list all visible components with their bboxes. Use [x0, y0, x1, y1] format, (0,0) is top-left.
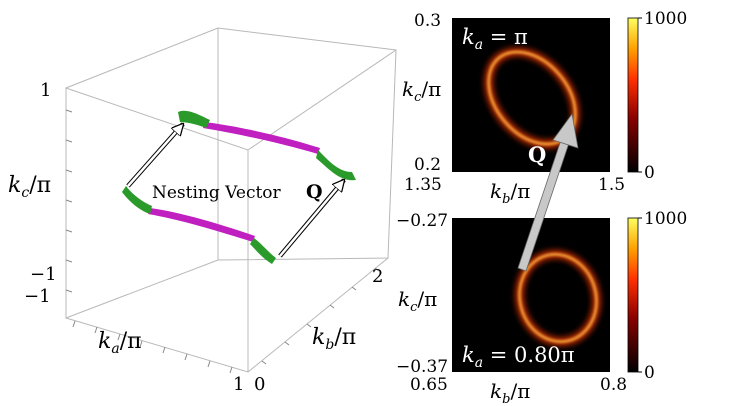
heatmap-top-ytick-top: 0.3 — [414, 11, 441, 31]
ka-ticks — [72, 320, 233, 374]
kb-ticks — [261, 267, 380, 365]
kb-tick-right: 2 — [372, 266, 383, 287]
colorbar-bottom — [627, 217, 639, 373]
green-piece-bottom — [250, 238, 276, 264]
colorbar-top-max: 1000 — [644, 9, 687, 29]
ka-tick-right: 1 — [233, 374, 244, 395]
q-arrow-label: Q — [528, 142, 546, 167]
green-piece-right — [316, 150, 356, 181]
heatmap-bottom-xtick-right: 0.8 — [600, 375, 627, 395]
colorbar-top — [627, 17, 639, 173]
heatmap-bottom: 1000 0 ka = 0.80π −0.27 −0.37 0.65 0.8 k… — [396, 209, 687, 406]
kb-axis-label: kb/π — [312, 325, 356, 353]
heatmap-bottom-ytick-top: −0.27 — [396, 211, 448, 231]
heatmap-top-xtick-right: 1.5 — [598, 175, 625, 195]
heatmap-top-ytick-bottom: 0.2 — [414, 155, 441, 175]
green-piece-left — [122, 186, 152, 214]
heatmap-bottom-ring — [518, 253, 598, 343]
kc-tick-top: 1 — [40, 80, 51, 101]
box-edges — [65, 27, 397, 373]
colorbar-top-min: 0 — [644, 163, 655, 183]
ka-tick-left: −1 — [24, 286, 51, 307]
heatmap-bottom-ytick-bottom: −0.37 — [396, 357, 448, 377]
colorbar-bottom-min: 0 — [644, 363, 655, 383]
heatmap-top-xlabel: kb/π — [490, 179, 530, 207]
magenta-sheet-top — [203, 122, 320, 154]
heatmap-bottom-xlabel: kb/π — [490, 379, 530, 406]
heatmap-top-plot — [452, 18, 610, 172]
box-3d: Nesting Vector Q 1 −1 −1 1 0 2 kc/π ka/π… — [8, 27, 397, 395]
magenta-sheet-bottom — [148, 208, 255, 242]
vector-q-label: Q — [306, 181, 323, 203]
heatmap-top: 1000 0 ka = π 0.3 0.2 1.35 1.5 kc/π kb/π — [402, 9, 687, 207]
nesting-annotation: Nesting Vector — [152, 183, 282, 203]
heatmap-top-title: ka = π — [462, 25, 528, 53]
kc-ticks — [65, 109, 73, 293]
heatmap-top-xtick-left: 1.35 — [404, 175, 442, 195]
nesting-vectors — [126, 124, 346, 258]
heatmap-top-ylabel: kc/π — [402, 77, 441, 105]
heatmap-bottom-xtick-left: 0.65 — [410, 375, 448, 395]
q-arrow-head — [552, 113, 579, 149]
colorbar-bottom-max: 1000 — [644, 209, 687, 229]
green-piece-top-left — [178, 110, 210, 128]
q-arrow-between-panels: Q — [517, 113, 579, 272]
kb-tick-left: 0 — [254, 374, 265, 395]
ka-axis-label: ka/π — [98, 329, 142, 357]
heatmap-bottom-ylabel: kc/π — [398, 287, 437, 315]
kc-tick-bottom: −1 — [30, 264, 57, 285]
heatmap-bottom-title: ka = 0.80π — [462, 343, 575, 371]
fermi-surface — [122, 110, 356, 264]
kc-axis-label: kc/π — [8, 173, 51, 201]
